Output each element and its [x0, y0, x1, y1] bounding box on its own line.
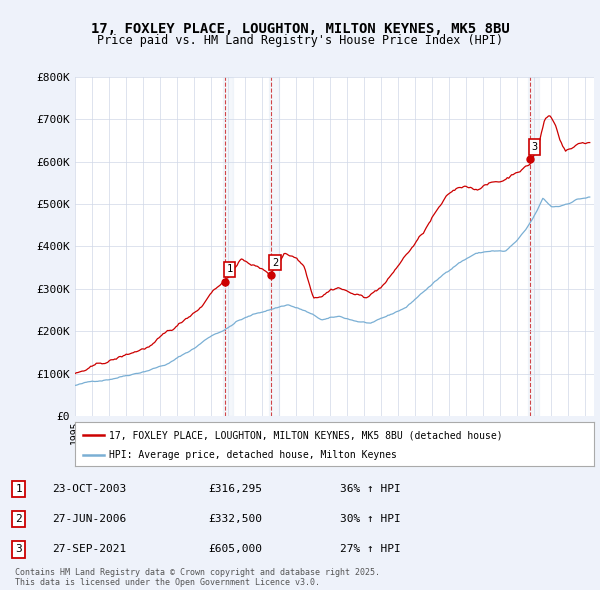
Text: 3: 3	[532, 142, 538, 152]
Text: 17, FOXLEY PLACE, LOUGHTON, MILTON KEYNES, MK5 8BU: 17, FOXLEY PLACE, LOUGHTON, MILTON KEYNE…	[91, 22, 509, 36]
Text: 23-OCT-2003: 23-OCT-2003	[52, 484, 127, 494]
Text: HPI: Average price, detached house, Milton Keynes: HPI: Average price, detached house, Milt…	[109, 450, 397, 460]
Text: 27-SEP-2021: 27-SEP-2021	[52, 545, 127, 555]
Text: 1: 1	[226, 264, 233, 274]
Text: 1: 1	[16, 484, 22, 494]
Text: £332,500: £332,500	[208, 514, 262, 524]
Text: £316,295: £316,295	[208, 484, 262, 494]
Text: 36% ↑ HPI: 36% ↑ HPI	[340, 484, 401, 494]
Bar	[223, 77, 233, 416]
Text: Contains HM Land Registry data © Crown copyright and database right 2025.
This d: Contains HM Land Registry data © Crown c…	[15, 568, 380, 587]
Bar	[269, 77, 279, 416]
Text: 2: 2	[16, 514, 22, 524]
Bar	[529, 77, 539, 416]
Text: 17, FOXLEY PLACE, LOUGHTON, MILTON KEYNES, MK5 8BU (detached house): 17, FOXLEY PLACE, LOUGHTON, MILTON KEYNE…	[109, 430, 502, 440]
Text: 3: 3	[16, 545, 22, 555]
Text: 30% ↑ HPI: 30% ↑ HPI	[340, 514, 401, 524]
Text: £605,000: £605,000	[208, 545, 262, 555]
Text: Price paid vs. HM Land Registry's House Price Index (HPI): Price paid vs. HM Land Registry's House …	[97, 34, 503, 47]
Text: 27-JUN-2006: 27-JUN-2006	[52, 514, 127, 524]
Text: 27% ↑ HPI: 27% ↑ HPI	[340, 545, 401, 555]
Text: 2: 2	[272, 258, 278, 268]
